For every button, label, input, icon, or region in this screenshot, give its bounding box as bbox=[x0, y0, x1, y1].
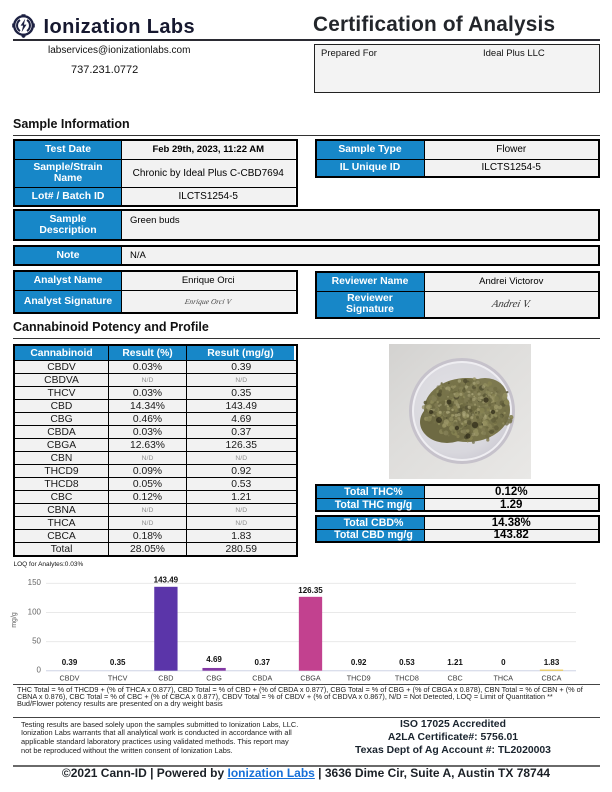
svg-text:THCD8: THCD8 bbox=[395, 674, 419, 683]
svg-text:1.21: 1.21 bbox=[447, 658, 463, 667]
svg-text:0: 0 bbox=[37, 666, 42, 675]
svg-text:CBD: CBD bbox=[158, 674, 173, 683]
svg-text:126.35: 126.35 bbox=[298, 586, 323, 595]
svg-text:CBGA: CBGA bbox=[300, 674, 321, 683]
svg-text:CBDA: CBDA bbox=[252, 674, 272, 683]
svg-text:CBC: CBC bbox=[448, 674, 463, 683]
svg-text:mg/g: mg/g bbox=[11, 612, 18, 628]
svg-text:0.53: 0.53 bbox=[399, 658, 415, 667]
svg-text:CBCA: CBCA bbox=[542, 674, 562, 683]
svg-text:0: 0 bbox=[501, 658, 506, 667]
svg-text:THCD9: THCD9 bbox=[347, 674, 371, 683]
svg-text:50: 50 bbox=[32, 636, 41, 645]
svg-text:0.39: 0.39 bbox=[62, 658, 78, 667]
svg-text:0.37: 0.37 bbox=[255, 658, 271, 667]
svg-text:1.83: 1.83 bbox=[544, 658, 560, 667]
svg-text:100: 100 bbox=[28, 607, 42, 616]
svg-text:THCA: THCA bbox=[494, 674, 514, 683]
svg-text:0.92: 0.92 bbox=[351, 658, 367, 667]
svg-text:4.69: 4.69 bbox=[206, 655, 222, 664]
svg-text:THCV: THCV bbox=[108, 674, 128, 683]
svg-text:143.49: 143.49 bbox=[154, 575, 179, 584]
svg-text:0.35: 0.35 bbox=[110, 658, 126, 667]
svg-text:150: 150 bbox=[28, 578, 42, 587]
svg-text:CBG: CBG bbox=[206, 674, 222, 683]
svg-text:CBDV: CBDV bbox=[60, 674, 80, 683]
